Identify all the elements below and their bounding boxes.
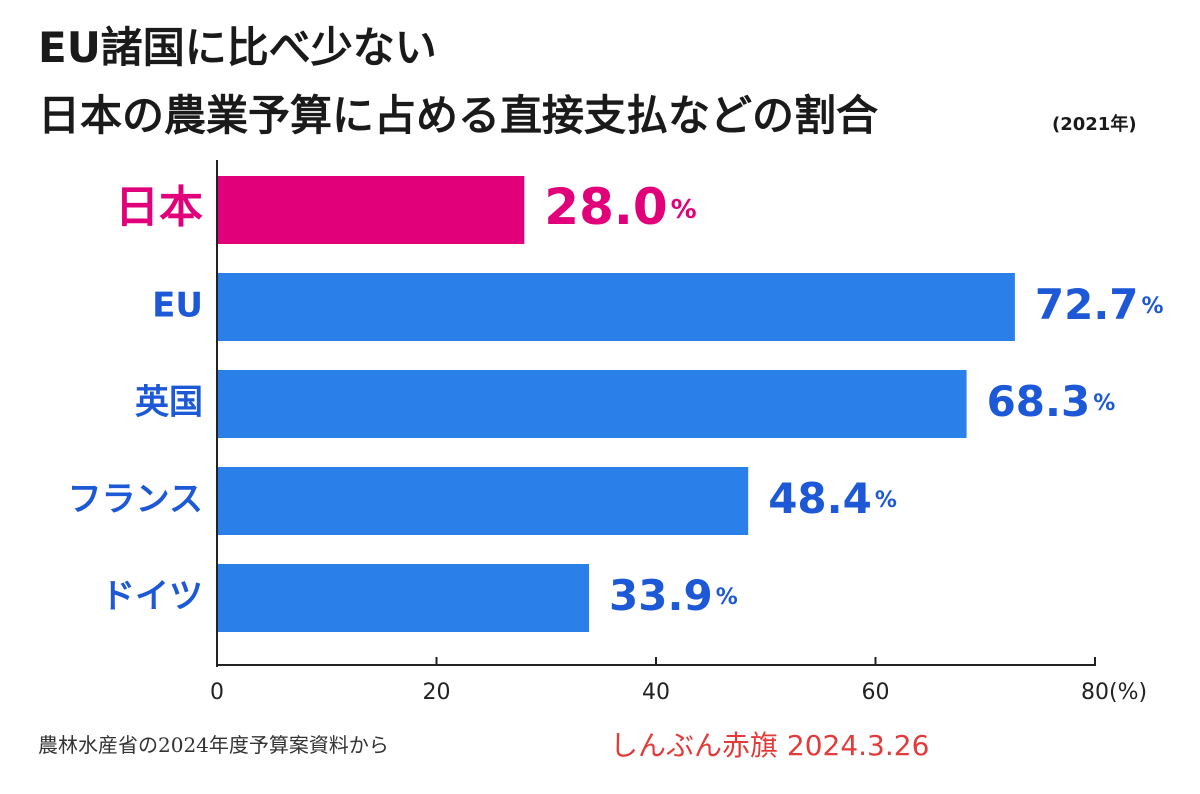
x-axis: 0 20 40 60 80(%) — [210, 160, 1147, 705]
bar — [217, 370, 967, 438]
x-tick-label: 40 — [642, 680, 670, 705]
x-tick-label: 0 — [210, 680, 224, 705]
x-tick-label: 20 — [423, 680, 451, 705]
value-label: 48.4% — [768, 474, 897, 523]
bar — [217, 467, 749, 535]
x-tick-label: 60 — [862, 680, 890, 705]
title-year: (2021年) — [1052, 113, 1137, 135]
value-label: 28.0% — [544, 178, 696, 236]
source-note: 農林水産省の2024年度予算案資料から — [38, 733, 389, 757]
bars-group: 日本 28.0 % EU 72.7 % 英国 68.3 % フランス 48.4 % ドイツ 33.9% — [68, 176, 1164, 632]
bar — [217, 564, 590, 632]
value-label: 68.3% — [987, 377, 1116, 426]
category-label: EU — [152, 286, 203, 326]
credit-text: しんぶん赤旗 2024.3.26 — [610, 729, 929, 762]
bar — [217, 176, 525, 244]
value-label: 33.9% — [609, 571, 738, 620]
category-label: 英国 — [135, 383, 203, 423]
category-label: 日本 — [115, 182, 203, 233]
title-line-2: 日本の農業予算に占める直接支払などの割合 — [38, 91, 878, 140]
x-tick-label: 80(%) — [1081, 680, 1147, 705]
category-label: ドイツ — [101, 577, 203, 617]
title-line-1: EU諸国に比べ少ない — [38, 23, 437, 72]
bar — [217, 273, 1015, 341]
category-label: フランス — [68, 480, 203, 520]
value-label: 72.7% — [1035, 280, 1164, 329]
